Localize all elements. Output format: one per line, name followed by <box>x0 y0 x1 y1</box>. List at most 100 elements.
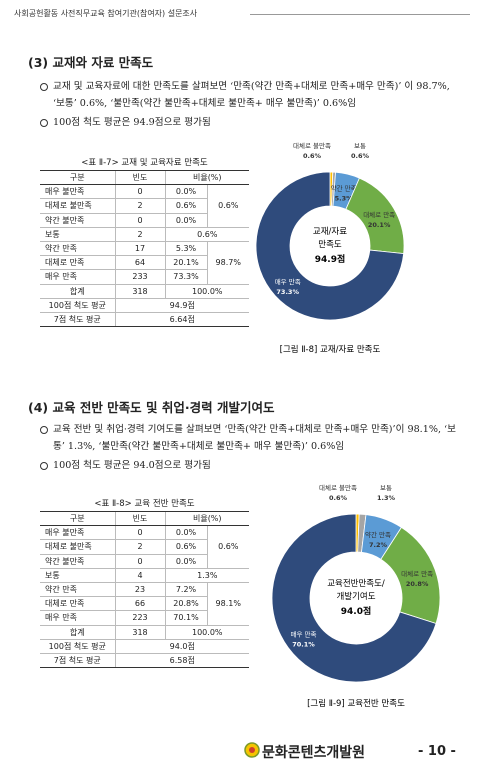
bullet-text: 교육 전반 및 취업·경력 기여도를 살펴보면 ‘만족(약간 만족+대체로 만족… <box>40 421 460 455</box>
table-cell: 94.0점 <box>114 639 250 654</box>
table-cell: 2 <box>114 227 165 242</box>
running-header: 사회공헌활동 사전직무교육 참여기관(참여자) 설문조사 <box>14 9 198 18</box>
slice-label: 약간 만족 <box>365 530 391 539</box>
table-cell: 94.9점 <box>114 298 250 313</box>
figure-caption: [그림 Ⅱ-8] 교재/자료 만족도 <box>280 344 381 355</box>
table-cell: 0.0% <box>164 554 207 569</box>
center-label: 교육전반만족도/ <box>327 578 385 589</box>
table-cell: 223 <box>114 610 165 626</box>
table-row: 보통 2 0.6% <box>40 227 250 242</box>
table-cell: 약간 만족 <box>40 241 115 257</box>
slice-value-label: 20.1% <box>368 221 391 229</box>
data-table: 구분 빈도 비율(%) 매우 불만족 0 0.0% 0.6% 대체로 불만족 2 0.6% 약간 불… <box>40 510 250 669</box>
table-cell: 보통 <box>40 568 115 583</box>
section-title: (3) 교재와 자료 만족도 <box>28 55 154 70</box>
table-cell: 233 <box>114 269 165 285</box>
table-row: 약간 만족 23 7.2% 98.1% <box>40 582 250 626</box>
slice-label: 보통 <box>380 484 392 492</box>
slice-value-label: 5.3% <box>335 195 354 203</box>
table-cell: 0 <box>114 213 165 228</box>
bullet-text: 100점 척도 평균은 94.0점으로 평가됨 <box>40 457 460 474</box>
table-cell: 0.6% <box>164 227 250 242</box>
column-header: 구분 <box>40 510 115 527</box>
page-number: - 10 - <box>418 744 456 759</box>
table-cell: 100점 척도 평균 <box>40 639 115 654</box>
table-row: 합계 318 100.0% <box>40 624 250 640</box>
table-row: 약간 만족 17 5.3% 98.7% <box>40 241 250 285</box>
center-label: 교재/자료 <box>313 227 347 237</box>
table-cell: 0.6% <box>206 525 250 569</box>
table-cell: 23 <box>114 582 165 598</box>
center-label: 만족도 <box>318 240 342 250</box>
table-cell: 0.6% <box>206 184 250 228</box>
table-cell: 7점 척도 평균 <box>40 312 115 328</box>
table-row: 보통 4 1.3% <box>40 568 250 583</box>
table-cell: 70.1% <box>164 610 207 626</box>
table-cell: 318 <box>114 624 165 640</box>
table-cell: 2 <box>114 198 165 214</box>
table-cell: 약간 불만족 <box>40 213 115 228</box>
table-cell: 0.0% <box>164 184 207 200</box>
table-cell: 20.1% <box>164 255 207 271</box>
section-title: (4) 교육 전반 만족도 및 취업·경력 개발기여도 <box>28 400 275 415</box>
slice-label: 대체로 만족 <box>401 569 433 578</box>
table-cell: 7.2% <box>164 582 207 598</box>
table-cell: 매우 불만족 <box>40 525 115 541</box>
table-row: 100점 척도 평균 94.9점 <box>40 298 250 313</box>
slice-value-label: 70.1% <box>292 640 315 648</box>
table-row: 대체로 불만족 2 0.6% <box>40 539 249 555</box>
table-row: 매우 불만족 0 0.0% 0.6% <box>40 525 250 569</box>
table-cell: 0 <box>114 184 165 200</box>
figure-caption: [그림 Ⅱ-9] 교육전반 만족도 <box>307 698 405 709</box>
center-value: 94.9점 <box>315 253 346 265</box>
slice-label: 매우 만족 <box>291 629 317 638</box>
center-label: 개발기여도 <box>336 591 375 602</box>
column-header: 비율(%) <box>164 169 250 186</box>
slice-value-label: 20.8% <box>406 580 429 588</box>
table-cell: 2 <box>114 539 165 555</box>
table-cell: 매우 만족 <box>40 269 115 285</box>
table-cell: 1.3% <box>164 568 250 583</box>
table-cell: 318 <box>114 283 165 299</box>
table-cell: 0.0% <box>164 525 207 541</box>
table-row: 대체로 만족 66 20.8% <box>40 596 249 612</box>
table-cell: 대체로 만족 <box>40 255 115 271</box>
table-caption: <표 Ⅱ-7> 교재 및 교육자료 만족도 <box>81 158 208 168</box>
table-cell: 매우 불만족 <box>40 184 115 200</box>
table-cell: 0.0% <box>164 213 207 228</box>
slice-value-label: 0.6% <box>303 152 322 160</box>
table-cell: 73.3% <box>164 269 207 285</box>
table-row: 매우 불만족 0 0.0% 0.6% <box>40 184 250 228</box>
slice-value-label: 0.6% <box>351 152 370 160</box>
table-row: 7점 척도 평균 6.58점 <box>40 653 250 669</box>
donut-slice <box>255 171 405 321</box>
table-cell: 66 <box>114 596 165 612</box>
bullet-text: 100점 척도 평균은 94.9점으로 평가됨 <box>40 114 460 131</box>
slice-value-label: 7.2% <box>369 541 388 549</box>
donut-slice <box>271 513 437 683</box>
table-cell: 0 <box>114 525 165 541</box>
column-header: 빈도 <box>114 510 165 527</box>
column-header: 비율(%) <box>164 510 250 527</box>
slice-label: 보통 <box>354 142 366 150</box>
table-cell: 5.3% <box>164 241 207 257</box>
table-caption: <표 Ⅱ-8> 교육 전반 만족도 <box>94 499 195 509</box>
table-cell: 7점 척도 평균 <box>40 653 115 669</box>
table-row: 대체로 만족 64 20.1% <box>40 255 249 271</box>
table-row: 100점 척도 평균 94.0점 <box>40 639 250 654</box>
table-cell: 합계 <box>40 624 115 640</box>
table-cell: 약간 만족 <box>40 582 115 598</box>
table-cell: 17 <box>114 241 165 257</box>
header-rule <box>250 14 470 15</box>
table-cell: 4 <box>114 568 165 583</box>
logo-icon <box>244 742 260 758</box>
table-cell: 100.0% <box>164 283 250 299</box>
header-row: 구분 빈도 비율(%) <box>40 510 250 527</box>
slice-label: 매우 만족 <box>275 277 301 286</box>
table-cell: 20.8% <box>164 596 207 612</box>
bullet-text: 교재 및 교육자료에 대한 만족도를 살펴보면 ‘만족(약간 만족+대체로 만족… <box>40 78 460 112</box>
column-header: 빈도 <box>114 169 165 186</box>
table-cell: 합계 <box>40 283 115 299</box>
table-cell: 매우 만족 <box>40 610 115 626</box>
